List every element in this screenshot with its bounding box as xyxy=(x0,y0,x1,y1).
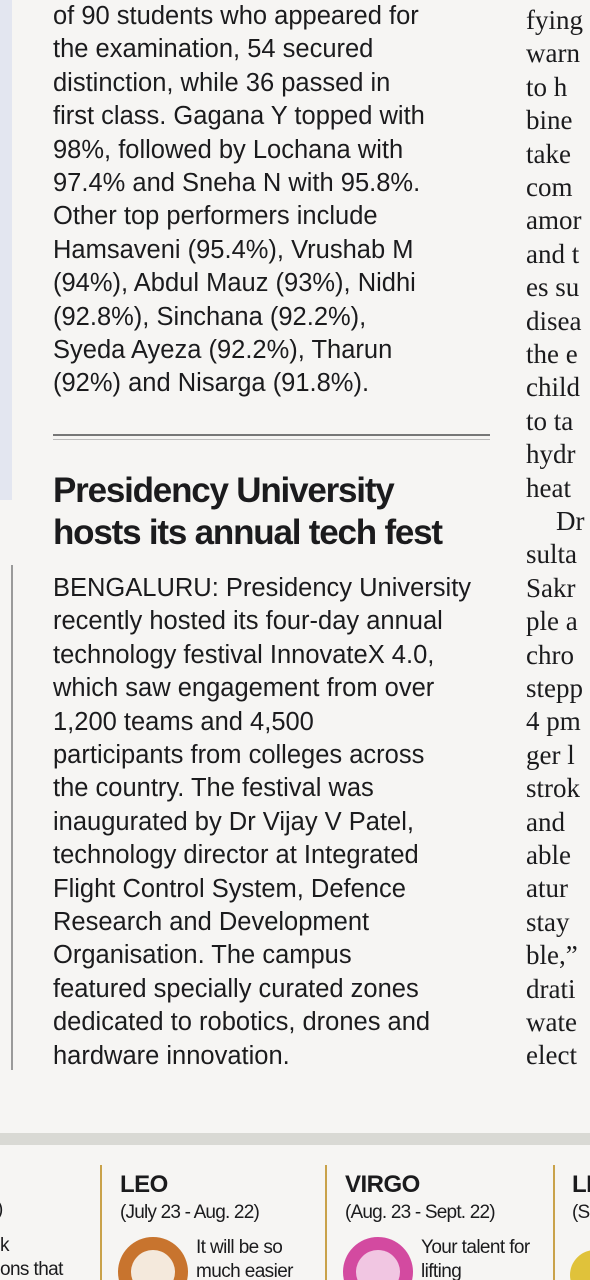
side-line: ple a xyxy=(526,606,578,637)
side-line: the e xyxy=(526,339,578,369)
sign-text: much easier xyxy=(196,1261,293,1280)
side-line: ble,” xyxy=(526,940,578,971)
sign-text: Your talent for xyxy=(421,1237,530,1258)
body-line: dedicated to robotics, drones and xyxy=(53,1008,431,1037)
fragment: k xyxy=(0,1235,10,1256)
body-line: 98%, followed by Lochana with xyxy=(53,135,404,164)
body-line: (94%), Abdul Mauz (93%), Nidhi xyxy=(53,269,416,298)
body-line: the examination, 54 secured xyxy=(53,35,374,64)
side-line: bine xyxy=(526,105,573,136)
body-line: which saw engagement from over xyxy=(53,674,435,703)
fragment: ) xyxy=(0,1200,3,1219)
side-line: drati xyxy=(526,973,576,1004)
side-line: sulta xyxy=(526,539,577,570)
side-line: to ta xyxy=(526,405,574,436)
side-line: Dr xyxy=(556,506,585,536)
body-line: technology festival InnovateX 4.0, xyxy=(53,640,435,669)
side-line: stepp xyxy=(526,673,583,703)
body-line: 1,200 teams and 4,500 xyxy=(53,707,314,736)
body-line: BENGALURU: Presidency University xyxy=(53,574,472,602)
body-line: technology director at Integrated xyxy=(53,841,419,870)
virgo-icon-inner xyxy=(356,1250,400,1280)
body-line: Other top performers include xyxy=(53,202,378,231)
body-line: (92.8%), Sinchana (92.2%), xyxy=(53,302,367,331)
side-line: es su xyxy=(526,272,580,303)
side-line: take xyxy=(526,138,571,169)
fragment: LI xyxy=(572,1171,590,1198)
body-line: of 90 students who appeared for xyxy=(53,2,419,30)
side-line: heat xyxy=(526,472,571,503)
body-line: distinction, while 36 passed in xyxy=(53,68,391,97)
rule xyxy=(53,434,490,436)
body-line: 97.4% and Sneha N with 95.8%. xyxy=(53,169,421,197)
sign-dates: (Aug. 23 - Sept. 22) xyxy=(345,1202,496,1223)
side-line: warn xyxy=(526,38,580,69)
separator xyxy=(325,1165,327,1280)
left-strip xyxy=(0,0,12,500)
side-line: fying xyxy=(526,5,583,35)
sign-text: lifting xyxy=(421,1261,462,1280)
box-edge xyxy=(11,565,13,1070)
body-line: (92%) and Nisarga (91.8%). xyxy=(53,369,370,398)
side-line: to h xyxy=(526,71,568,102)
side-line: child xyxy=(526,372,580,403)
body-line: first class. Gagana Y topped with xyxy=(53,102,425,131)
body-line: recently hosted its four-day annual xyxy=(53,607,443,636)
body-line: Research and Development xyxy=(53,908,370,936)
separator xyxy=(100,1165,102,1280)
body-line: hardware innovation. xyxy=(53,1041,290,1070)
side-line: wate xyxy=(526,1007,577,1037)
body-line: Flight Control System, Defence xyxy=(53,874,406,903)
fragment: ons that xyxy=(0,1259,63,1280)
side-line: and xyxy=(526,806,565,837)
leo-icon-inner xyxy=(131,1250,175,1280)
side-line: com xyxy=(526,172,573,202)
fragment: (S xyxy=(572,1202,590,1223)
body-line: featured specially curated zones xyxy=(53,974,419,1003)
body-line: Syeda Ayeza (92.2%), Tharun xyxy=(53,336,393,364)
body-line: Organisation. The campus xyxy=(53,941,352,970)
body-line: the country. The festival was xyxy=(53,774,374,803)
body-line: participants from colleges across xyxy=(53,741,425,769)
side-line: amor xyxy=(526,205,582,236)
sign-name: VIRGO xyxy=(345,1171,420,1198)
side-line: 4 pm xyxy=(526,706,581,737)
body-line: Hamsaveni (95.4%), Vrushab M xyxy=(53,235,414,264)
sign-dates: (July 23 - Aug. 22) xyxy=(120,1202,260,1223)
libra-icon xyxy=(570,1250,590,1280)
side-line: atur xyxy=(526,873,568,904)
side-line: strok xyxy=(526,773,580,804)
side-line: hydr xyxy=(526,439,576,470)
sign-text: It will be so xyxy=(196,1237,283,1258)
side-line: Sakr xyxy=(526,572,576,603)
side-line: chro xyxy=(526,639,574,670)
sign-name: LEO xyxy=(120,1171,168,1198)
band xyxy=(0,1133,590,1145)
side-line: ger l xyxy=(526,739,575,770)
rule xyxy=(53,439,490,440)
headline-line: Presidency University xyxy=(53,471,395,510)
body-line: inaugurated by Dr Vijay V Patel, xyxy=(53,807,414,836)
side-line: and t xyxy=(526,238,580,269)
separator xyxy=(553,1165,555,1280)
side-line: stay xyxy=(526,906,570,937)
side-line: able xyxy=(526,840,571,870)
side-line: elect xyxy=(526,1040,577,1071)
headline-line: hosts its annual tech fest xyxy=(53,513,443,552)
side-line: disea xyxy=(526,305,582,336)
